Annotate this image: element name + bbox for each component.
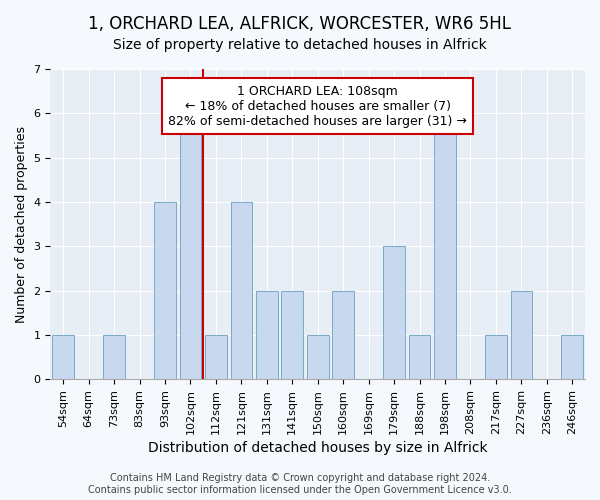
Bar [409,335,430,379]
Bar [154,202,176,379]
Bar [307,335,329,379]
Text: Size of property relative to detached houses in Alfrick: Size of property relative to detached ho… [113,38,487,52]
Bar [332,290,354,379]
Bar [485,335,507,379]
Bar [281,290,303,379]
Bar [52,335,74,379]
Bar [256,290,278,379]
Bar [103,335,125,379]
Bar [511,290,532,379]
Bar [562,335,583,379]
Text: Contains HM Land Registry data © Crown copyright and database right 2024.
Contai: Contains HM Land Registry data © Crown c… [88,474,512,495]
X-axis label: Distribution of detached houses by size in Alfrick: Distribution of detached houses by size … [148,441,488,455]
Bar [434,114,456,379]
Text: 1, ORCHARD LEA, ALFRICK, WORCESTER, WR6 5HL: 1, ORCHARD LEA, ALFRICK, WORCESTER, WR6 … [89,15,511,33]
Bar [205,335,227,379]
Text: 1 ORCHARD LEA: 108sqm
← 18% of detached houses are smaller (7)
82% of semi-detac: 1 ORCHARD LEA: 108sqm ← 18% of detached … [168,84,467,128]
Bar [179,114,201,379]
Y-axis label: Number of detached properties: Number of detached properties [15,126,28,322]
Bar [230,202,252,379]
Bar [383,246,405,379]
